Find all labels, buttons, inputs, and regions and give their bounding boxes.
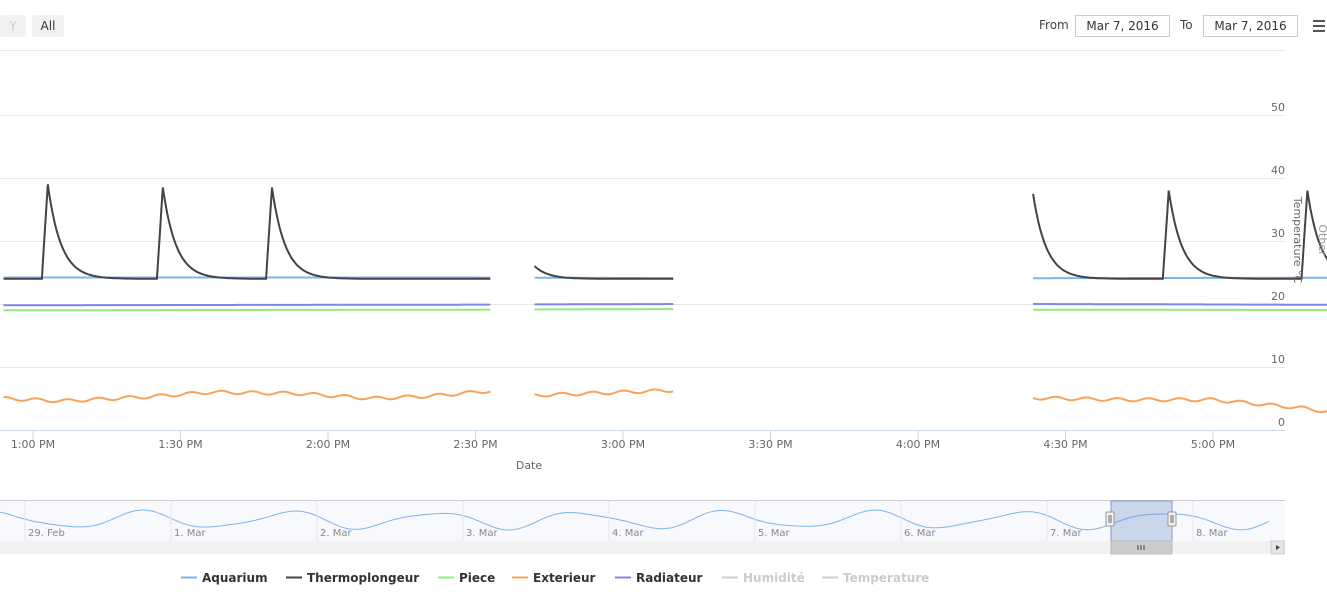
x-tick-label: 3:30 PM <box>748 438 792 451</box>
x-tick-label: 2:00 PM <box>306 438 350 451</box>
legend-item-exterieur[interactable]: Exterieur <box>512 571 596 585</box>
x-tick-label: 1:00 PM <box>11 438 55 451</box>
legend-item-thermoplongeur[interactable]: Thermoplongeur <box>286 571 419 585</box>
series-line-piece <box>3 308 491 312</box>
navigator-label: 6. Mar <box>904 528 936 539</box>
legend-item-aquarium[interactable]: Aquarium <box>181 571 268 585</box>
navigator-label: 29. Feb <box>28 528 65 539</box>
to-date-input[interactable]: Mar 7, 2016 <box>1203 15 1298 37</box>
range-button-all[interactable]: All <box>32 15 64 37</box>
legend-label: Piece <box>459 571 495 585</box>
legend-item-humidité[interactable]: Humidité <box>722 571 805 585</box>
x-tick-label: 2:30 PM <box>453 438 497 451</box>
navigator-label: 4. Mar <box>612 528 644 539</box>
navigator-label: 1. Mar <box>174 528 206 539</box>
secondary-axis-title: Other <box>1316 224 1327 256</box>
y-gridlines <box>0 115 1285 368</box>
y-tick-label: 50 <box>1271 101 1285 114</box>
menu-icon[interactable] <box>1313 20 1325 32</box>
from-label: From <box>1039 18 1069 32</box>
series-line-radiateur <box>3 303 491 307</box>
navigator-label: 3. Mar <box>466 528 498 539</box>
y-tick-label: 30 <box>1271 227 1285 240</box>
to-label: To <box>1180 18 1193 32</box>
navigator-right-handle[interactable] <box>1167 511 1177 527</box>
navigator[interactable]: 29. Feb 1. Mar 2. Mar 3. Mar 4. Mar 5. Mar 6. … <box>0 500 1285 542</box>
legend-item-temperature[interactable]: Temperature <box>822 571 929 585</box>
series-line-radiateur <box>534 303 674 306</box>
range-button-y[interactable]: Y <box>0 15 26 37</box>
navigator-labels: 29. Feb 1. Mar 2. Mar 3. Mar 4. Mar 5. Mar 6. … <box>24 501 1228 541</box>
legend-label: Radiateur <box>636 571 703 585</box>
y-tick-label: 20 <box>1271 290 1285 303</box>
x-tick-label: 3:00 PM <box>601 438 645 451</box>
legend-label: Thermoplongeur <box>307 571 419 585</box>
series-line-thermoplongeur <box>533 265 674 280</box>
navigator-label: 2. Mar <box>320 528 352 539</box>
series-lines <box>3 184 1327 414</box>
arrow-right-icon <box>1276 545 1280 550</box>
series-line-thermoplongeur <box>3 184 491 280</box>
x-axis-title: Date <box>516 459 543 472</box>
legend-label: Aquarium <box>202 571 268 585</box>
series-line-piece <box>1033 308 1327 312</box>
legend: Aquarium Thermoplongeur Piece Exterieur Radi… <box>181 571 929 585</box>
navigator-series <box>0 509 1270 531</box>
from-date-input[interactable]: Mar 7, 2016 <box>1075 15 1170 37</box>
navigator-label: 7. Mar <box>1050 528 1082 539</box>
series-line-thermoplongeur <box>1032 190 1327 280</box>
x-tick-label: 4:00 PM <box>896 438 940 451</box>
x-tick-label: 4:30 PM <box>1043 438 1087 451</box>
navigator-left-handle[interactable] <box>1105 511 1115 527</box>
y-tick-label: 0 <box>1278 416 1285 429</box>
y-tick-label: 40 <box>1271 164 1285 177</box>
series-line-exterieur <box>1032 395 1327 414</box>
x-axis-ticks: 1:00 PM 1:30 PM 2:00 PM 2:30 PM 3:00 PM 3:30 … <box>11 430 1235 451</box>
series-line-exterieur <box>3 389 491 404</box>
y-axis-title: Temperature °C <box>1291 196 1304 284</box>
legend-item-radiateur[interactable]: Radiateur <box>615 571 703 585</box>
legend-label: Humidité <box>743 571 805 585</box>
legend-item-piece[interactable]: Piece <box>438 571 495 585</box>
x-tick-label: 5:00 PM <box>1191 438 1235 451</box>
navigator-label: 5. Mar <box>758 528 790 539</box>
y-axis-ticks: 0 10 20 30 40 50 <box>1271 101 1285 429</box>
legend-label: Exterieur <box>533 571 596 585</box>
navigator-selection[interactable] <box>1110 500 1173 542</box>
y-tick-label: 10 <box>1271 353 1285 366</box>
navigator-label: 8. Mar <box>1196 528 1228 539</box>
series-line-radiateur <box>1033 303 1327 306</box>
x-tick-label: 1:30 PM <box>158 438 202 451</box>
scrollbar-track[interactable] <box>0 541 1285 554</box>
series-line-exterieur <box>534 388 674 398</box>
navigator-scrollbar[interactable] <box>0 540 1285 555</box>
navigator-background <box>0 501 1285 541</box>
legend-label: Temperature <box>843 571 929 585</box>
